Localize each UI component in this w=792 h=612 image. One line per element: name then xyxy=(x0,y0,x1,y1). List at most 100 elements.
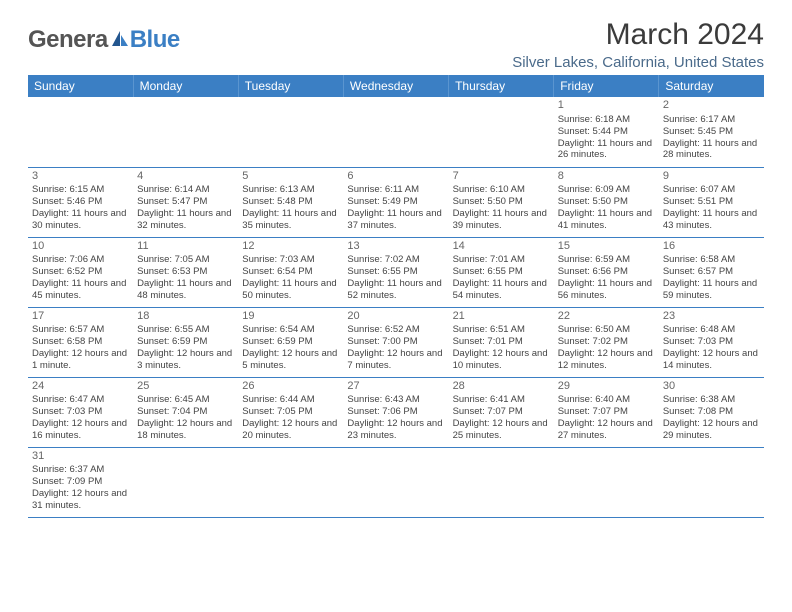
calendar-cell: 29Sunrise: 6:40 AMSunset: 7:07 PMDayligh… xyxy=(554,377,659,447)
sunrise-text: Sunrise: 6:54 AM xyxy=(242,324,339,336)
sunrise-text: Sunrise: 6:51 AM xyxy=(453,324,550,336)
day-number: 28 xyxy=(453,380,550,394)
calendar-cell: 30Sunrise: 6:38 AMSunset: 7:08 PMDayligh… xyxy=(659,377,764,447)
calendar-cell: 13Sunrise: 7:02 AMSunset: 6:55 PMDayligh… xyxy=(343,237,448,307)
calendar-cell: 25Sunrise: 6:45 AMSunset: 7:04 PMDayligh… xyxy=(133,377,238,447)
daylight-text: Daylight: 12 hours and 31 minutes. xyxy=(32,488,129,512)
daylight-text: Daylight: 12 hours and 1 minute. xyxy=(32,348,129,372)
sunrise-text: Sunrise: 6:15 AM xyxy=(32,184,129,196)
daylight-text: Daylight: 12 hours and 29 minutes. xyxy=(663,418,760,442)
daylight-text: Daylight: 11 hours and 32 minutes. xyxy=(137,208,234,232)
day-number: 23 xyxy=(663,310,760,324)
day-number: 1 xyxy=(558,99,655,113)
day-number: 20 xyxy=(347,310,444,324)
calendar-cell: 2Sunrise: 6:17 AMSunset: 5:45 PMDaylight… xyxy=(659,97,764,167)
sunset-text: Sunset: 5:45 PM xyxy=(663,126,760,138)
sunset-text: Sunset: 5:48 PM xyxy=(242,196,339,208)
calendar-cell: 7Sunrise: 6:10 AMSunset: 5:50 PMDaylight… xyxy=(449,167,554,237)
calendar-cell: 5Sunrise: 6:13 AMSunset: 5:48 PMDaylight… xyxy=(238,167,343,237)
sunset-text: Sunset: 7:01 PM xyxy=(453,336,550,348)
day-number: 4 xyxy=(137,170,234,184)
weekday-header: Thursday xyxy=(449,75,554,97)
sunset-text: Sunset: 5:47 PM xyxy=(137,196,234,208)
weekday-header: Sunday xyxy=(28,75,133,97)
sunset-text: Sunset: 5:44 PM xyxy=(558,126,655,138)
day-number: 24 xyxy=(32,380,129,394)
calendar-cell xyxy=(238,97,343,167)
sunset-text: Sunset: 7:03 PM xyxy=(663,336,760,348)
sunrise-text: Sunrise: 6:55 AM xyxy=(137,324,234,336)
daylight-text: Daylight: 12 hours and 3 minutes. xyxy=(137,348,234,372)
day-number: 16 xyxy=(663,240,760,254)
daylight-text: Daylight: 12 hours and 20 minutes. xyxy=(242,418,339,442)
day-number: 3 xyxy=(32,170,129,184)
day-number: 13 xyxy=(347,240,444,254)
calendar-cell: 3Sunrise: 6:15 AMSunset: 5:46 PMDaylight… xyxy=(28,167,133,237)
sunset-text: Sunset: 5:50 PM xyxy=(453,196,550,208)
sunrise-text: Sunrise: 6:11 AM xyxy=(347,184,444,196)
daylight-text: Daylight: 12 hours and 10 minutes. xyxy=(453,348,550,372)
calendar-cell: 18Sunrise: 6:55 AMSunset: 6:59 PMDayligh… xyxy=(133,307,238,377)
day-number: 15 xyxy=(558,240,655,254)
daylight-text: Daylight: 11 hours and 35 minutes. xyxy=(242,208,339,232)
daylight-text: Daylight: 11 hours and 54 minutes. xyxy=(453,278,550,302)
day-number: 29 xyxy=(558,380,655,394)
weekday-header: Wednesday xyxy=(343,75,448,97)
sunrise-text: Sunrise: 7:01 AM xyxy=(453,254,550,266)
day-number: 25 xyxy=(137,380,234,394)
location-text: Silver Lakes, California, United States xyxy=(512,54,764,71)
weekday-header: Saturday xyxy=(659,75,764,97)
calendar-body: 1Sunrise: 6:18 AMSunset: 5:44 PMDaylight… xyxy=(28,97,764,517)
sunset-text: Sunset: 7:08 PM xyxy=(663,406,760,418)
sunset-text: Sunset: 5:50 PM xyxy=(558,196,655,208)
sunrise-text: Sunrise: 6:07 AM xyxy=(663,184,760,196)
sunrise-text: Sunrise: 6:13 AM xyxy=(242,184,339,196)
calendar-cell: 11Sunrise: 7:05 AMSunset: 6:53 PMDayligh… xyxy=(133,237,238,307)
calendar-cell xyxy=(659,447,764,517)
day-number: 11 xyxy=(137,240,234,254)
sunrise-text: Sunrise: 6:48 AM xyxy=(663,324,760,336)
calendar-cell xyxy=(449,447,554,517)
sunset-text: Sunset: 6:55 PM xyxy=(347,266,444,278)
day-number: 14 xyxy=(453,240,550,254)
sunset-text: Sunset: 5:46 PM xyxy=(32,196,129,208)
daylight-text: Daylight: 12 hours and 18 minutes. xyxy=(137,418,234,442)
calendar-cell: 9Sunrise: 6:07 AMSunset: 5:51 PMDaylight… xyxy=(659,167,764,237)
calendar-cell: 19Sunrise: 6:54 AMSunset: 6:59 PMDayligh… xyxy=(238,307,343,377)
sunrise-text: Sunrise: 6:45 AM xyxy=(137,394,234,406)
daylight-text: Daylight: 11 hours and 28 minutes. xyxy=(663,138,760,162)
month-title: March 2024 xyxy=(512,18,764,52)
day-number: 5 xyxy=(242,170,339,184)
sunset-text: Sunset: 7:07 PM xyxy=(558,406,655,418)
calendar-cell: 20Sunrise: 6:52 AMSunset: 7:00 PMDayligh… xyxy=(343,307,448,377)
calendar-cell: 15Sunrise: 6:59 AMSunset: 6:56 PMDayligh… xyxy=(554,237,659,307)
calendar-row: 24Sunrise: 6:47 AMSunset: 7:03 PMDayligh… xyxy=(28,377,764,447)
calendar-cell: 28Sunrise: 6:41 AMSunset: 7:07 PMDayligh… xyxy=(449,377,554,447)
calendar-row: 3Sunrise: 6:15 AMSunset: 5:46 PMDaylight… xyxy=(28,167,764,237)
sunset-text: Sunset: 6:59 PM xyxy=(137,336,234,348)
sunrise-text: Sunrise: 6:50 AM xyxy=(558,324,655,336)
daylight-text: Daylight: 11 hours and 59 minutes. xyxy=(663,278,760,302)
calendar-row: 1Sunrise: 6:18 AMSunset: 5:44 PMDaylight… xyxy=(28,97,764,167)
day-number: 6 xyxy=(347,170,444,184)
calendar-cell: 26Sunrise: 6:44 AMSunset: 7:05 PMDayligh… xyxy=(238,377,343,447)
logo: Genera Blue xyxy=(28,26,180,54)
calendar-cell: 23Sunrise: 6:48 AMSunset: 7:03 PMDayligh… xyxy=(659,307,764,377)
calendar-cell: 16Sunrise: 6:58 AMSunset: 6:57 PMDayligh… xyxy=(659,237,764,307)
day-number: 17 xyxy=(32,310,129,324)
sunset-text: Sunset: 7:07 PM xyxy=(453,406,550,418)
calendar-cell xyxy=(238,447,343,517)
sunrise-text: Sunrise: 6:59 AM xyxy=(558,254,655,266)
daylight-text: Daylight: 11 hours and 45 minutes. xyxy=(32,278,129,302)
sunset-text: Sunset: 6:59 PM xyxy=(242,336,339,348)
sunset-text: Sunset: 7:05 PM xyxy=(242,406,339,418)
daylight-text: Daylight: 11 hours and 30 minutes. xyxy=(32,208,129,232)
calendar-cell xyxy=(343,97,448,167)
daylight-text: Daylight: 11 hours and 52 minutes. xyxy=(347,278,444,302)
calendar-cell: 14Sunrise: 7:01 AMSunset: 6:55 PMDayligh… xyxy=(449,237,554,307)
sunrise-text: Sunrise: 7:06 AM xyxy=(32,254,129,266)
calendar-cell: 6Sunrise: 6:11 AMSunset: 5:49 PMDaylight… xyxy=(343,167,448,237)
calendar-row: 31Sunrise: 6:37 AMSunset: 7:09 PMDayligh… xyxy=(28,447,764,517)
sunset-text: Sunset: 6:58 PM xyxy=(32,336,129,348)
daylight-text: Daylight: 12 hours and 16 minutes. xyxy=(32,418,129,442)
